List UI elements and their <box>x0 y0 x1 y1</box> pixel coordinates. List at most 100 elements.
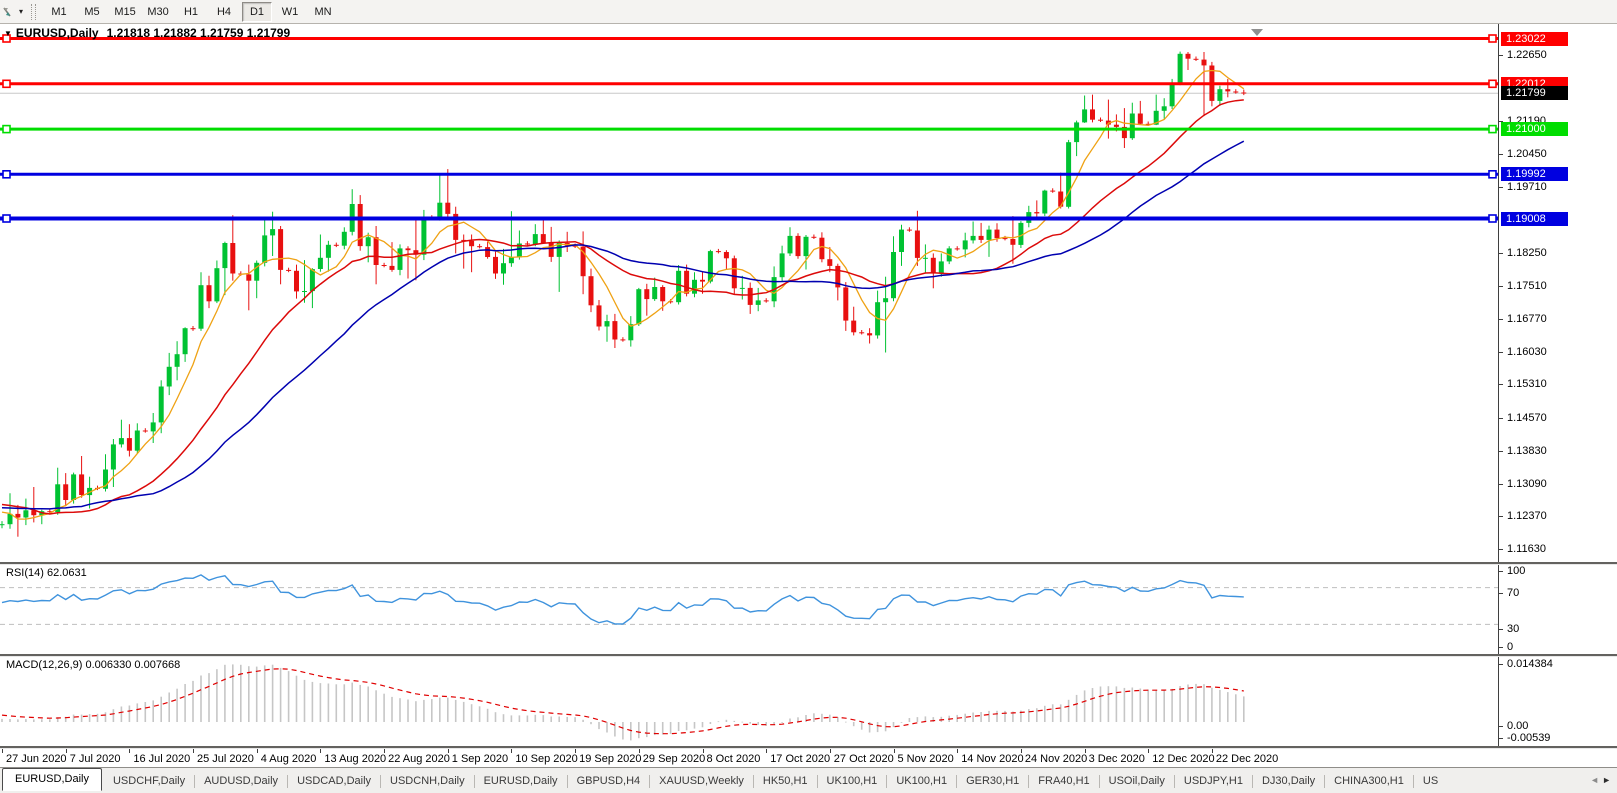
line-drag-handle[interactable] <box>1488 79 1497 89</box>
chart-tab-usdcnh-daily[interactable]: USDCNH,Daily <box>390 775 465 787</box>
candle-body <box>1018 222 1024 245</box>
chart-tab-eurusd-daily[interactable]: EURUSD,Daily <box>2 768 102 791</box>
toolbar-grip-handle[interactable] <box>31 3 37 20</box>
macd-histogram-bar <box>598 722 600 730</box>
chart-tab-china300-h1[interactable]: CHINA300,H1 <box>1334 775 1404 787</box>
chart-tab-hk50-h1[interactable]: HK50,H1 <box>762 775 808 787</box>
chart-tab-us[interactable]: US <box>1422 775 1439 787</box>
rsi-line <box>1 574 1244 625</box>
timeframe-button-h4[interactable]: H4 <box>216 5 232 18</box>
macd-indicator-chart[interactable] <box>0 657 1498 746</box>
candle-body <box>31 510 37 516</box>
line-drag-handle[interactable] <box>2 79 11 89</box>
timeframe-button-mn[interactable]: MN <box>314 5 332 18</box>
time-axis[interactable]: 27 Jun 2020 7 Jul 2020 16 Jul 2020 25 Jul 2… <box>0 749 1498 766</box>
chart-tab-fra40-h1[interactable]: FRA40,H1 <box>1038 775 1090 787</box>
panel-separator[interactable] <box>0 562 1617 565</box>
macd-histogram-bar <box>200 675 202 722</box>
macd-histogram-bar <box>590 722 592 725</box>
candle-body <box>445 202 451 214</box>
macd-histogram-bar <box>1115 686 1118 722</box>
macd-histogram-bar <box>518 715 521 722</box>
line-drag-handle[interactable] <box>2 170 11 179</box>
macd-histogram-bar <box>868 722 871 733</box>
line-drag-handle[interactable] <box>2 214 11 223</box>
macd-histogram-bar <box>717 721 720 723</box>
macd-histogram-bar <box>653 722 656 736</box>
chart-tab-usdcad-daily[interactable]: USDCAD,Daily <box>297 775 372 787</box>
time-tick <box>829 749 831 753</box>
candle-body <box>150 422 156 432</box>
candle-body <box>978 235 984 240</box>
candle-body <box>827 259 833 266</box>
candle-body <box>477 246 483 248</box>
chart-tab-uk100-h1[interactable]: UK100,H1 <box>896 775 948 787</box>
chart-tab-gbpusd-h4[interactable]: GBPUSD,H4 <box>576 775 641 787</box>
candlestick-chart[interactable] <box>0 24 1498 562</box>
axis-tick <box>1499 592 1503 594</box>
candle-body <box>883 298 889 303</box>
candle-body <box>1098 119 1103 121</box>
line-drag-handle[interactable] <box>2 124 11 134</box>
dropdown-caret-icon[interactable]: ▾ <box>19 7 24 16</box>
candle-body <box>254 262 260 281</box>
candle-body <box>715 251 721 253</box>
macd-histogram-bar <box>781 722 783 723</box>
chart-tab-audusd-daily[interactable]: AUDUSD,Daily <box>204 775 279 787</box>
line-drag-handle[interactable] <box>1488 214 1497 223</box>
timeframe-button-w1[interactable]: W1 <box>281 5 299 18</box>
chart-tab-usoil-daily[interactable]: USOil,Daily <box>1108 775 1165 787</box>
candle-body <box>652 287 658 300</box>
macd-histogram-bar <box>303 679 306 722</box>
panel-separator[interactable] <box>0 654 1617 657</box>
price-tick-label: 1.22650 <box>1507 49 1547 62</box>
macd-histogram-bar <box>805 715 807 722</box>
candle-body <box>795 235 801 257</box>
date-label: 13 Aug 2020 <box>324 753 387 765</box>
chart-title-collapse-icon[interactable]: ▼ <box>4 29 12 38</box>
price-axis[interactable]: 1.22650 1.21190 1.20450 1.19710 1.18250 1.175… <box>1498 24 1617 749</box>
macd-histogram-bar <box>486 708 489 722</box>
macd-histogram-bar <box>924 716 927 722</box>
chart-tab-ger30-h1[interactable]: GER30,H1 <box>966 775 1020 787</box>
timeframe-button-m15[interactable]: M15 <box>114 5 136 18</box>
macd-histogram-bar <box>399 698 401 722</box>
candle-body <box>1153 110 1159 125</box>
macd-histogram-bar <box>502 714 505 722</box>
chart-tab-eurusd-daily[interactable]: EURUSD,Daily <box>483 775 558 787</box>
line-drag-handle[interactable] <box>2 34 11 43</box>
line-drag-handle[interactable] <box>1488 34 1497 43</box>
candle-body <box>524 243 530 245</box>
line-drag-handle[interactable] <box>1488 124 1497 134</box>
timeframe-button-m5[interactable]: M5 <box>84 5 100 18</box>
macd-histogram-bar <box>80 714 83 722</box>
macd-histogram-bar <box>1012 711 1014 722</box>
timeframe-button-m30[interactable]: M30 <box>147 5 169 18</box>
moving-average-line-20 <box>1 99 1244 515</box>
macd-histogram-bar <box>1004 710 1006 722</box>
axis-tick <box>1499 252 1503 254</box>
tab-scroll-right-icon: ► <box>1602 775 1614 785</box>
chart-shift-marker-icon[interactable] <box>1251 29 1263 36</box>
macd-histogram-bar <box>1219 689 1221 722</box>
macd-histogram-bar <box>152 700 154 722</box>
macd-histogram-bar <box>144 702 147 722</box>
tab-divider <box>956 774 958 788</box>
macd-histogram-bar <box>49 719 51 722</box>
macd-histogram-bar <box>136 703 139 722</box>
timeframe-button-d1[interactable]: D1 <box>242 1 273 22</box>
timeframe-button-h1[interactable]: H1 <box>183 5 199 18</box>
candle-body <box>278 229 284 270</box>
timeframe-button-m1[interactable]: M1 <box>51 5 67 18</box>
chart-tab-xauusd-weekly[interactable]: XAUUSD,Weekly <box>659 775 744 787</box>
candle-body <box>962 240 968 250</box>
rsi-indicator-chart[interactable] <box>0 565 1498 654</box>
chart-tab-usdjpy-h1[interactable]: USDJPY,H1 <box>1183 775 1243 787</box>
chart-tab-dj30-daily[interactable]: DJ30,Daily <box>1261 775 1316 787</box>
candle-body <box>381 265 387 266</box>
tab-scroll-arrows[interactable]: ◄► <box>1590 775 1614 785</box>
chart-tab-uk100-h1[interactable]: UK100,H1 <box>826 775 878 787</box>
chart-tab-usdchf-daily[interactable]: USDCHF,Daily <box>112 775 186 787</box>
line-drag-handle[interactable] <box>1488 170 1497 179</box>
chart-cursor-icon[interactable] <box>2 4 18 20</box>
